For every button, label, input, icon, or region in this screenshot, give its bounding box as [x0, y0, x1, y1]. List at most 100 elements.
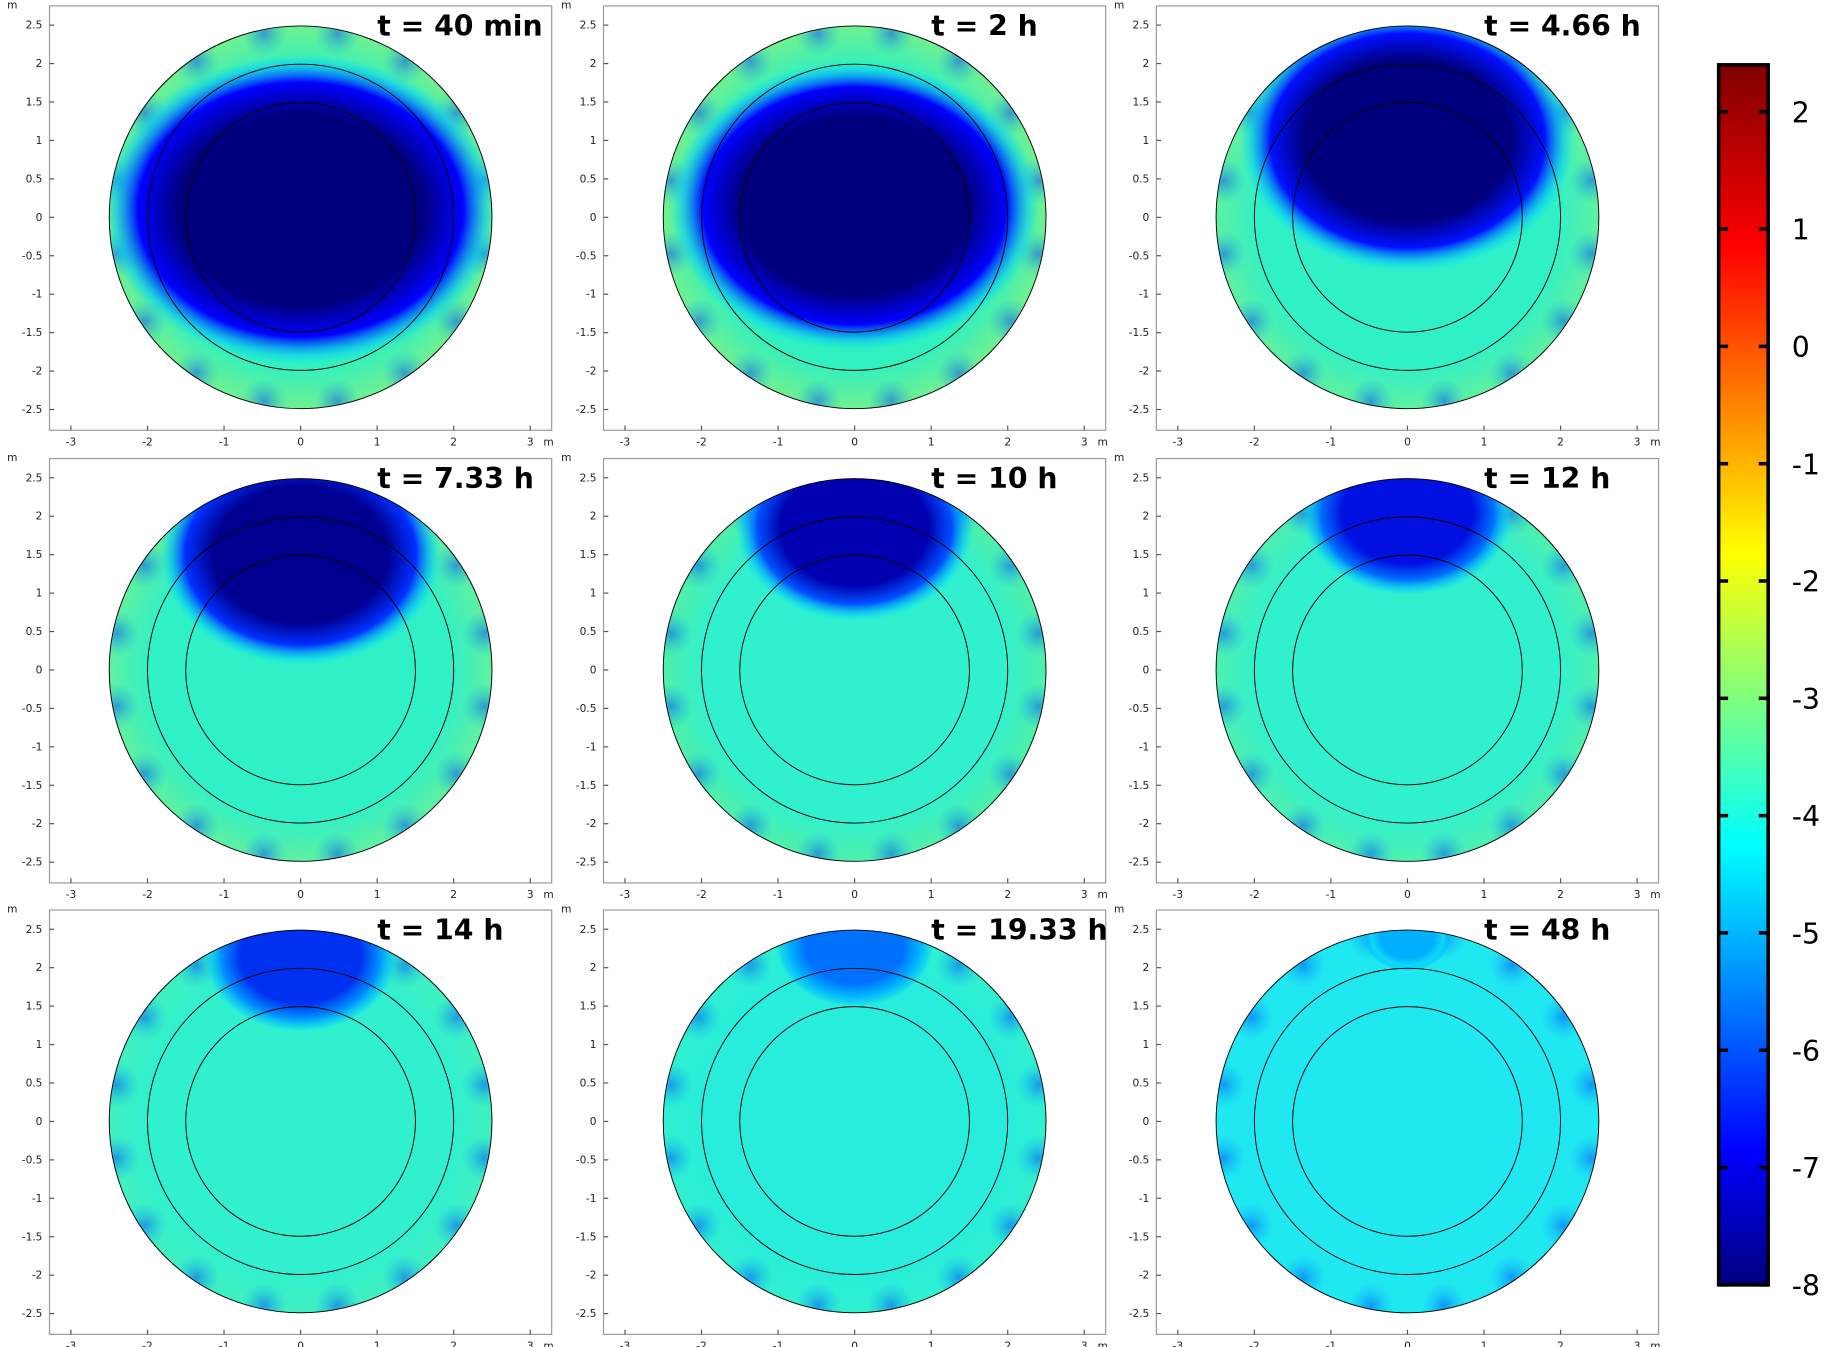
y-tick-label: -1: [1139, 289, 1150, 301]
x-tick-label: -2: [696, 1341, 707, 1347]
panel-title: t = 48 h: [1484, 913, 1610, 946]
y-tick-label: -0.5: [1129, 703, 1150, 715]
y-tick-label: 0: [36, 212, 43, 224]
y-tick-label: 1.5: [1132, 97, 1149, 109]
x-tick-label: 0: [851, 1341, 858, 1347]
y-tick-label: 0.5: [580, 626, 597, 638]
y-tick-label: -2.5: [22, 1308, 43, 1320]
x-tick-label: -3: [66, 889, 77, 901]
y-tick-label: -0.5: [576, 250, 597, 262]
x-tick-label: 1: [1481, 1341, 1488, 1347]
y-unit: m: [7, 0, 17, 11]
y-tick-label: 2.5: [1132, 472, 1149, 484]
colorbar-label: 1: [1792, 214, 1810, 247]
y-tick-label: -2.5: [576, 1308, 597, 1320]
y-tick-label: 1.5: [580, 549, 597, 561]
x-tick-label: 2: [450, 437, 457, 449]
colorbar: [1716, 63, 1770, 1287]
y-tick-label: 2: [36, 511, 43, 523]
y-tick-label: -1: [586, 1193, 597, 1205]
y-unit: m: [561, 0, 571, 11]
y-unit: m: [1114, 452, 1124, 464]
y-unit: m: [1114, 0, 1124, 11]
x-tick-label: 1: [928, 1341, 935, 1347]
y-tick-label: 1.5: [26, 97, 43, 109]
y-tick-label: -2: [586, 366, 597, 378]
x-tick-label: 3: [1634, 437, 1641, 449]
y-tick-label: -2: [32, 818, 43, 830]
y-tick-label: -1: [586, 289, 597, 301]
boundary: [1215, 929, 1600, 1314]
panel: -2.5-2-1.5-1-0.500.511.522.5-3 -2 -1 0 1 2 3mm…: [7, 452, 554, 901]
x-tick-label: 0: [297, 1341, 304, 1347]
y-tick-label: 2.5: [580, 472, 597, 484]
x-tick-label: 3: [527, 437, 534, 449]
y-tick-label: -2: [1139, 1270, 1150, 1282]
y-tick-label: 0: [1143, 664, 1150, 676]
x-tick-label: -2: [696, 889, 707, 901]
y-tick-label: -1: [586, 741, 597, 753]
colorbar-label: -5: [1792, 918, 1820, 951]
boundary: [662, 25, 1047, 410]
colorbar-label: -1: [1792, 448, 1820, 481]
colorbar-label: 2: [1792, 96, 1810, 129]
x-tick-label: -3: [620, 889, 631, 901]
boundary: [662, 929, 1047, 1314]
y-tick-label: -1: [32, 1193, 43, 1205]
panel: -2.5-2-1.5-1-0.500.511.522.5-3 -2 -1 0 1 2 3mm…: [1114, 903, 1661, 1347]
field: [1216, 930, 1599, 1313]
y-tick-label: 2: [590, 58, 597, 70]
y-tick-label: -2.5: [22, 857, 43, 869]
y-tick-label: -0.5: [576, 703, 597, 715]
boundary: [147, 516, 455, 824]
boundary: [147, 967, 455, 1276]
x-tick-label: 1: [374, 437, 381, 449]
x-tick-label: 1: [1481, 889, 1488, 901]
boundary: [662, 478, 1047, 862]
y-tick-label: -1.5: [22, 327, 43, 339]
x-tick-label: 2: [1557, 1341, 1564, 1347]
y-tick-label: 2: [590, 962, 597, 974]
panel: -2.5-2-1.5-1-0.500.511.522.5-3 -2 -1 0 1 2 3mm…: [1114, 452, 1661, 901]
boundary: [147, 63, 455, 371]
boundary: [739, 1006, 970, 1237]
x-unit: m: [543, 889, 553, 901]
boundary: [1215, 478, 1600, 862]
x-unit: m: [543, 1341, 553, 1347]
panel-title: t = 7.33 h: [377, 462, 534, 495]
x-tick-label: 3: [1634, 1341, 1641, 1347]
x-tick-label: 0: [1404, 437, 1411, 449]
y-tick-label: -1.5: [576, 327, 597, 339]
x-tick-label: -3: [1173, 437, 1184, 449]
y-tick-label: 2.5: [26, 924, 43, 936]
y-tick-label: -1.5: [576, 1231, 597, 1243]
y-tick-label: -2.5: [1129, 404, 1150, 416]
x-tick-label: -3: [66, 1341, 77, 1347]
boundary: [1292, 102, 1523, 333]
y-tick-label: 0.5: [580, 1078, 597, 1090]
y-tick-label: 1.5: [26, 1001, 43, 1013]
boundary: [108, 25, 493, 410]
y-tick-label: 0.5: [1132, 626, 1149, 638]
y-tick-label: 1: [590, 588, 597, 600]
x-tick-label: 2: [1004, 1341, 1011, 1347]
boundary: [185, 102, 416, 333]
y-tick-label: 1.5: [26, 549, 43, 561]
x-tick-label: 2: [1557, 889, 1564, 901]
y-tick-label: 1.5: [580, 97, 597, 109]
x-unit: m: [1650, 1341, 1660, 1347]
field: [109, 478, 492, 862]
y-unit: m: [561, 452, 571, 464]
boundary: [108, 478, 493, 862]
y-unit: m: [561, 903, 571, 915]
x-tick-label: 0: [1404, 1341, 1411, 1347]
colorbar-label: -4: [1792, 800, 1820, 833]
x-tick-label: -1: [773, 889, 784, 901]
y-tick-label: 0: [590, 1116, 597, 1128]
x-tick-label: -2: [696, 437, 707, 449]
y-tick-label: 0.5: [26, 1078, 43, 1090]
y-tick-label: 1: [36, 588, 43, 600]
y-tick-label: -1: [1139, 1193, 1150, 1205]
x-tick-label: -1: [773, 1341, 784, 1347]
x-tick-label: 0: [851, 889, 858, 901]
